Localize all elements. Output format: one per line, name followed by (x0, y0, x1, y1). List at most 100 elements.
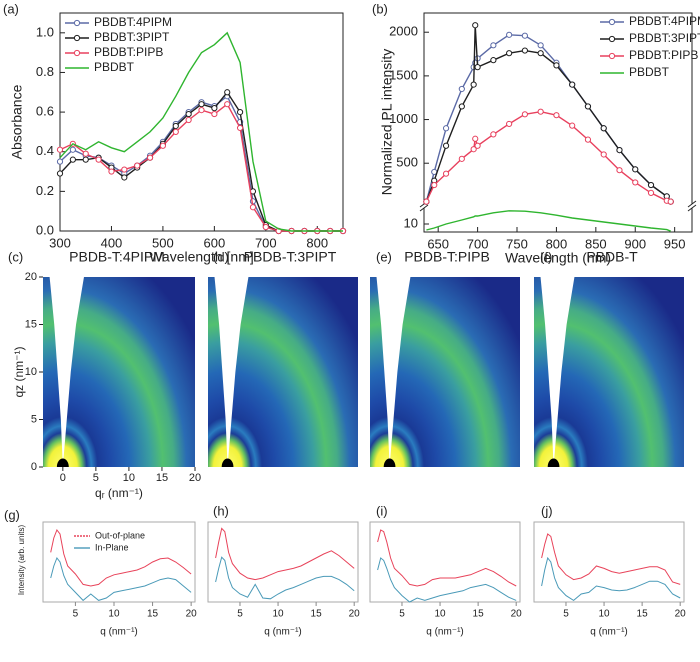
point-marker (82, 150, 89, 157)
point-marker (521, 32, 528, 39)
point-marker (521, 47, 528, 54)
x-axis-label: qᵣ (nm⁻¹) (95, 486, 143, 500)
point-marker (56, 158, 64, 165)
y-tick-label: 20 (25, 271, 37, 283)
plot-frame (207, 521, 359, 603)
point-marker (470, 146, 477, 153)
x-tick-label: 400 (101, 235, 123, 250)
x-tick-label: 800 (306, 235, 328, 250)
x-tick-label: 20 (186, 609, 198, 620)
point-marker (490, 42, 497, 49)
beam-stop (56, 458, 69, 467)
x-tick-label: 5 (73, 609, 79, 620)
point-marker (632, 166, 639, 173)
point-marker (121, 166, 128, 173)
point-marker (146, 154, 154, 161)
series-line (541, 533, 681, 585)
y-tick-label: 0.2 (36, 183, 54, 198)
x-axis-label: q (nm⁻¹) (426, 627, 464, 638)
point-marker (490, 57, 497, 64)
plot-frame (423, 12, 693, 233)
point-marker (108, 168, 115, 175)
x-tick-label: 20 (349, 609, 361, 620)
point-marker (458, 85, 465, 93)
point-marker (185, 110, 192, 118)
panel-title: PBDB-T:4PIPM (69, 249, 165, 265)
point-marker (600, 151, 607, 158)
y-tick-label: 1500 (389, 67, 418, 82)
point-marker (647, 181, 655, 189)
y-tick-label: 1.0 (36, 24, 54, 39)
panel-label: (c) (8, 249, 23, 264)
series-line (50, 556, 192, 602)
legend-marker (608, 35, 616, 43)
panel-label: (f) (540, 249, 552, 264)
point-marker (537, 42, 544, 49)
missing-wedge (49, 277, 84, 467)
point-marker (584, 136, 592, 143)
x-tick-label: 800 (546, 236, 568, 251)
point-marker (172, 122, 179, 130)
point-marker (185, 116, 192, 124)
point-marker (506, 120, 513, 128)
series-line (50, 528, 192, 587)
x-tick-label: 950 (664, 236, 686, 251)
plot-frame (59, 12, 344, 232)
point-marker (82, 156, 89, 163)
image-area (534, 277, 684, 467)
panel-label: (b) (372, 1, 388, 16)
x-tick-label: 15 (147, 609, 159, 620)
panel-label: (e) (376, 249, 392, 264)
point-marker (537, 50, 544, 57)
point-marker (537, 108, 544, 115)
point-marker (172, 128, 179, 136)
point-marker (458, 155, 465, 162)
x-axis-label: q (nm⁻¹) (264, 627, 302, 638)
y-tick-label: 2000 (389, 24, 418, 39)
image-area (370, 277, 520, 467)
x-tick-label: 850 (585, 236, 607, 251)
legend-label: PBDBT:4PIPM (94, 15, 172, 29)
legend-marker (73, 34, 81, 42)
legend-label: PBDBT (94, 60, 135, 74)
y-tick-label: 10 (404, 215, 418, 230)
series-line (59, 103, 343, 232)
axis-break-mark (687, 204, 697, 212)
panel-title: PBDB-T:3PIPT (244, 249, 337, 265)
legend-marker (73, 49, 81, 57)
axis-break-gap (421, 204, 427, 208)
beam-stop (547, 458, 560, 467)
series-line (541, 556, 681, 602)
x-tick-label: 300 (49, 235, 71, 250)
missing-wedge (214, 277, 249, 467)
panel-title: PBDB-T (586, 249, 638, 265)
y-tick-label: 10 (25, 366, 37, 378)
point-marker (521, 111, 528, 118)
x-tick-label: 10 (108, 609, 120, 620)
x-axis-label: Wavelength [nm] (149, 249, 254, 265)
point-marker (442, 125, 450, 132)
legend-label: PBDBT:3PIPT (94, 30, 170, 44)
point-marker (553, 62, 560, 69)
point-marker (236, 108, 244, 116)
series-line (377, 557, 517, 603)
axis-break-mark (419, 204, 429, 212)
beam-stop (383, 458, 396, 467)
point-marker (159, 142, 167, 149)
y-tick-label: 1000 (389, 111, 418, 126)
x-tick-label: 20 (675, 609, 687, 620)
legend-marker (73, 19, 81, 27)
x-tick-label: 15 (637, 609, 649, 620)
x-tick-label: 10 (434, 609, 446, 620)
point-marker (236, 124, 244, 132)
point-marker (584, 103, 592, 110)
point-marker (616, 167, 623, 174)
x-axis-label: q (nm⁻¹) (100, 627, 138, 638)
plot-frame (533, 521, 685, 603)
panel-label: (j) (541, 503, 553, 518)
panel-label: (g) (4, 507, 20, 522)
point-marker (442, 142, 450, 149)
point-marker (569, 122, 576, 129)
series-line (59, 31, 343, 232)
x-tick-label: 15 (156, 472, 168, 484)
